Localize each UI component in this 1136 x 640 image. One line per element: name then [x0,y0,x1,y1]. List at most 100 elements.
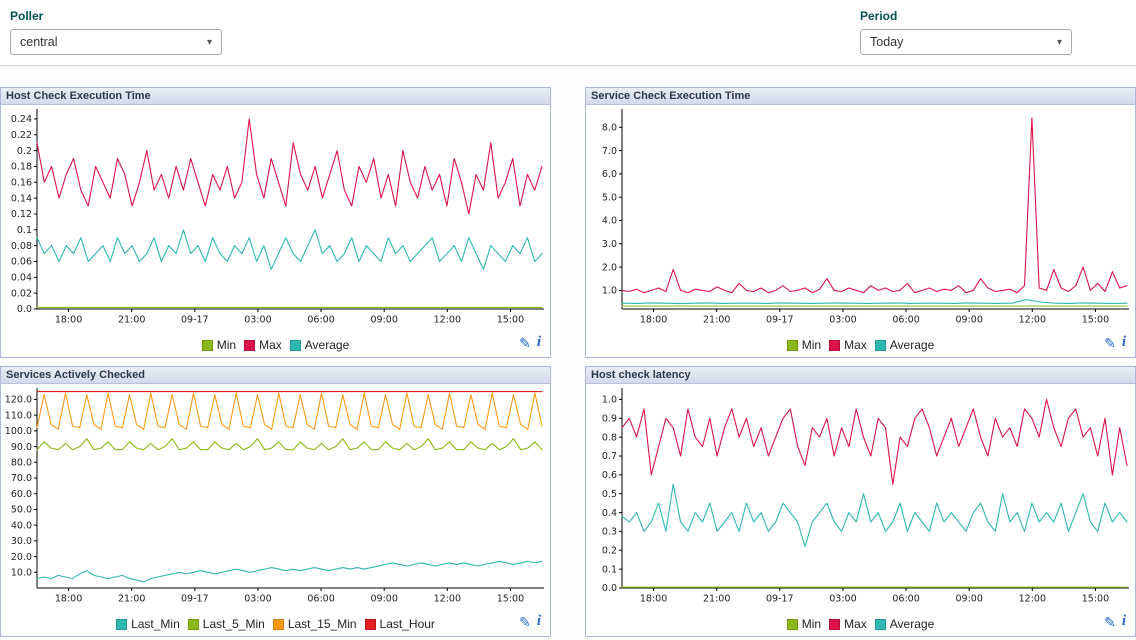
chart-area: 0.00.10.20.30.40.50.60.70.80.91.018:0021… [586,384,1135,612]
svg-text:0.9: 0.9 [602,413,617,424]
info-icon[interactable]: i [537,335,543,350]
legend-item: Last_Hour [365,617,435,631]
panel-footer: Min Max Average ✎ i [1,333,550,357]
legend-swatch [365,619,376,630]
svg-text:0.02: 0.02 [11,288,32,299]
svg-text:0.0: 0.0 [17,304,32,315]
svg-text:12:00: 12:00 [1019,315,1046,326]
panel-actions: ✎ i [1104,614,1128,629]
svg-text:0.2: 0.2 [17,146,32,157]
svg-text:09-17: 09-17 [181,594,209,605]
series-line-Average [37,230,542,270]
svg-text:1.0: 1.0 [602,286,617,297]
svg-text:3.0: 3.0 [602,239,617,250]
info-icon[interactable]: i [537,614,543,629]
chart-legend: Min Max Average [202,338,350,352]
series-line-Last_5_Min [37,439,542,450]
chevron-down-icon: ▾ [207,37,212,48]
period-select[interactable]: Today ▾ [860,29,1072,55]
svg-text:5.0: 5.0 [602,192,617,203]
svg-text:0.3: 0.3 [602,527,617,538]
series-line-Average [622,300,1127,304]
charts-grid: Host Check Execution Time 0.00.020.040.0… [0,87,1136,637]
svg-text:0.7: 0.7 [602,451,617,462]
panel-actions: ✎ i [519,614,543,629]
svg-text:09-17: 09-17 [181,315,209,326]
panel-footer: Min Max Average ✎ i [586,333,1135,357]
svg-text:15:00: 15:00 [1082,594,1109,605]
svg-text:06:00: 06:00 [307,594,334,605]
legend-item: Average [875,338,934,352]
legend-swatch [787,619,798,630]
panel-host-check-execution-time: Host Check Execution Time 0.00.020.040.0… [0,87,551,358]
chart-legend: Last_Min Last_5_Min Last_15_Min Last_Hour [116,617,435,631]
svg-text:21:00: 21:00 [703,594,730,605]
svg-text:15:00: 15:00 [497,315,524,326]
pencil-icon[interactable]: ✎ [519,615,531,629]
legend-swatch [188,619,199,630]
legend-label: Last_5_Min [203,617,265,631]
svg-text:80.0: 80.0 [11,457,32,468]
svg-text:10.0: 10.0 [11,567,32,578]
info-icon[interactable]: i [1122,335,1128,350]
svg-text:7.0: 7.0 [602,146,617,157]
legend-swatch [116,619,127,630]
svg-text:18:00: 18:00 [640,315,667,326]
svg-text:1.0: 1.0 [602,395,617,406]
svg-text:6.0: 6.0 [602,169,617,180]
svg-text:70.0: 70.0 [11,473,32,484]
pencil-icon[interactable]: ✎ [1104,615,1116,629]
svg-text:60.0: 60.0 [11,489,32,500]
svg-text:03:00: 03:00 [829,315,856,326]
legend-swatch [273,619,284,630]
panel-actions: ✎ i [519,335,543,350]
legend-item: Last_15_Min [273,617,357,631]
legend-label: Max [844,338,867,352]
svg-text:09:00: 09:00 [370,594,397,605]
legend-label: Last_Hour [380,617,435,631]
svg-text:4.0: 4.0 [602,216,617,227]
svg-text:8.0: 8.0 [602,123,617,134]
legend-item: Last_5_Min [188,617,265,631]
svg-text:0.18: 0.18 [11,162,32,173]
poller-label: Poller [10,9,222,23]
info-icon[interactable]: i [1122,614,1128,629]
svg-text:0.6: 0.6 [602,470,617,481]
series-line-Last_Min [37,561,542,581]
legend-item: Min [202,338,236,352]
svg-text:0.5: 0.5 [602,489,617,500]
period-label: Period [860,9,1072,23]
chevron-down-icon: ▾ [1057,37,1062,48]
legend-item: Min [787,338,821,352]
svg-text:21:00: 21:00 [118,315,145,326]
legend-label: Last_Min [131,617,180,631]
legend-label: Max [844,617,867,631]
legend-label: Average [890,617,934,631]
poller-select[interactable]: central ▾ [10,29,222,55]
svg-text:03:00: 03:00 [244,315,271,326]
legend-item: Max [244,338,282,352]
svg-text:0.2: 0.2 [602,545,617,556]
svg-text:40.0: 40.0 [11,520,32,531]
line-chart: 10.020.030.040.050.060.070.080.090.0100.… [1,384,550,612]
pencil-icon[interactable]: ✎ [1104,336,1116,350]
series-line-Max [37,119,542,214]
svg-text:09:00: 09:00 [370,315,397,326]
svg-text:09:00: 09:00 [955,315,982,326]
legend-swatch [290,340,301,351]
legend-swatch [875,619,886,630]
panel-actions: ✎ i [1104,335,1128,350]
svg-text:21:00: 21:00 [118,594,145,605]
svg-text:0.24: 0.24 [11,114,32,125]
series-line-Max [622,118,1127,293]
svg-text:0.1: 0.1 [17,225,32,236]
svg-text:09-17: 09-17 [766,594,794,605]
panel-service-check-execution-time: Service Check Execution Time 1.02.03.04.… [585,87,1136,358]
legend-item: Average [290,338,349,352]
panel-footer: Last_Min Last_5_Min Last_15_Min Last_Hour ✎… [1,612,550,636]
legend-swatch [829,340,840,351]
svg-text:0.1: 0.1 [602,564,617,575]
pencil-icon[interactable]: ✎ [519,336,531,350]
legend-item: Min [787,617,821,631]
svg-text:0.14: 0.14 [11,193,32,204]
